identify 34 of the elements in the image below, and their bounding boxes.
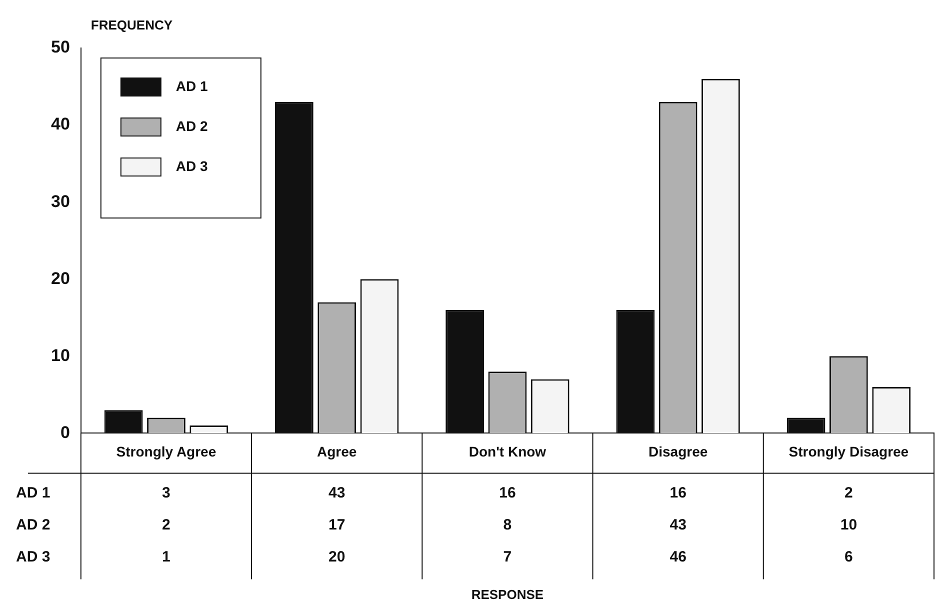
x-tick-label: Disagree [648, 443, 708, 460]
x-tick-label: Don't Know [468, 443, 546, 460]
data-label: 17 [328, 516, 346, 534]
y-tick-label: 30 [50, 192, 70, 211]
data-label: 8 [503, 516, 512, 534]
data-label: 7 [503, 548, 512, 566]
data-label: 43 [328, 484, 346, 502]
data-label: 2 [844, 484, 853, 502]
text: AD 2 [16, 516, 50, 534]
text: AD 3 [16, 548, 50, 566]
data-label: 10 [840, 516, 858, 534]
y-tick-label: 10 [50, 346, 70, 365]
y-tick-label: 50 [50, 38, 70, 57]
legend-label: AD 1 [176, 78, 208, 94]
data-label: 46 [670, 548, 686, 566]
legend-label: AD 3 [176, 158, 208, 174]
x-tick-label: Strongly Agree [116, 443, 216, 460]
text: RESPONSE [471, 586, 544, 602]
data-label: 16 [499, 484, 516, 502]
data-label: 1 [162, 548, 170, 566]
legend-label: AD 2 [176, 118, 208, 134]
y-tick-label: 40 [50, 114, 70, 134]
y-tick-label: 0 [60, 422, 70, 442]
y-axis-title: FREQUENCY [90, 18, 173, 33]
data-label: 16 [670, 484, 686, 502]
data-label: 20 [328, 548, 346, 566]
y-tick-label: 20 [50, 268, 70, 288]
data-label: 43 [670, 516, 686, 534]
data-label: 2 [162, 516, 170, 534]
x-tick-label: Strongly Disagree [788, 443, 909, 460]
text: AD 1 [16, 484, 50, 502]
x-tick-label: Agree [316, 443, 357, 460]
data-label: 6 [844, 548, 853, 566]
data-label: 3 [162, 484, 170, 502]
